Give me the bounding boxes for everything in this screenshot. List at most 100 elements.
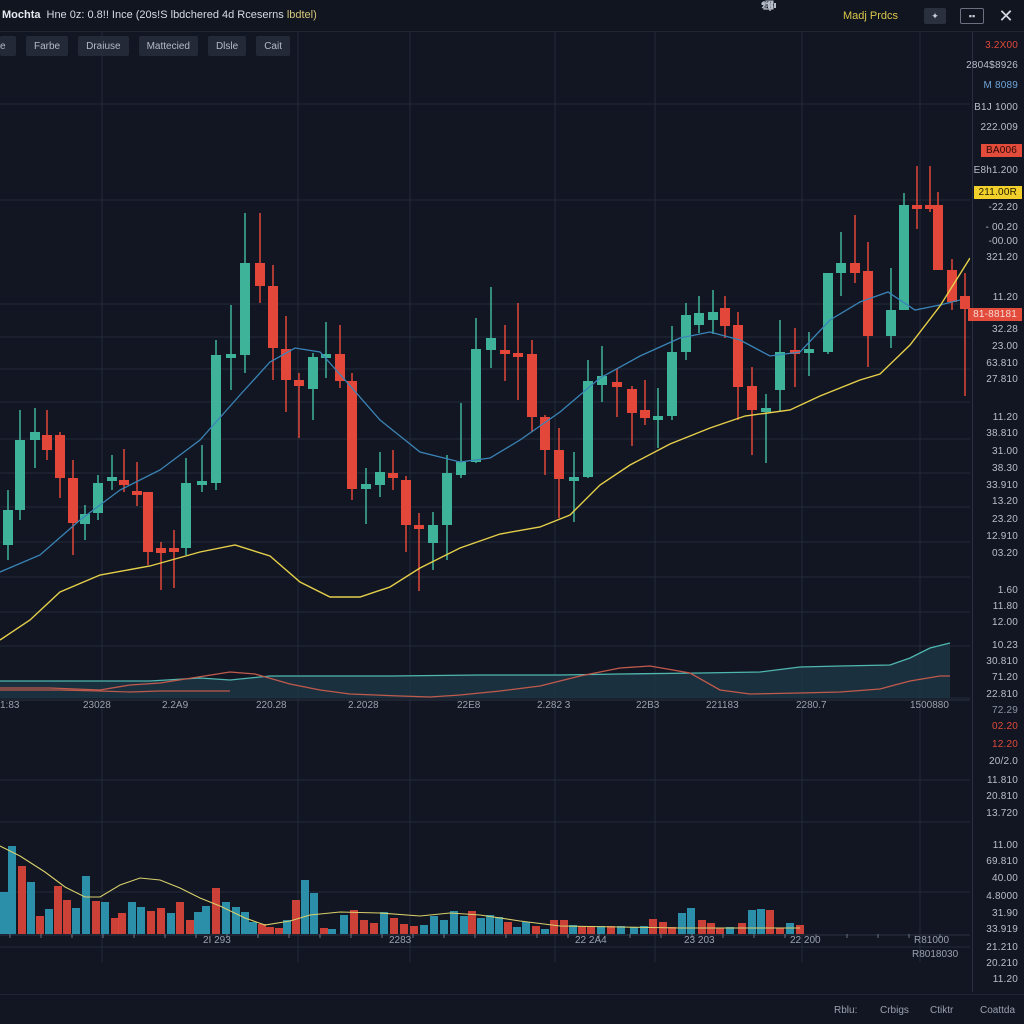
price-label: M 8089 (983, 80, 1018, 91)
candle-body (255, 263, 265, 286)
title-highlight: lbdtel) (286, 9, 317, 21)
price-label: 12.20 (991, 739, 1018, 750)
price-label: -22.20 (988, 202, 1018, 213)
time-label: 2.282 3 (537, 700, 571, 711)
candle-body (119, 480, 129, 485)
time-label: 220.28 (256, 700, 287, 711)
toolbar-button-0[interactable]: e (0, 36, 16, 56)
candle-body (294, 380, 304, 386)
price-label: 20.810 (986, 791, 1018, 802)
price-label: 30.810 (986, 656, 1018, 667)
volume-bar (757, 909, 765, 934)
volume-bar (649, 919, 657, 934)
status-item[interactable]: Coattda (980, 1005, 1016, 1016)
status-item[interactable]: Crbigs (880, 1005, 909, 1016)
candle-body (775, 352, 785, 390)
candle-body (912, 205, 922, 209)
layout-button[interactable]: ▪▪ (960, 8, 984, 24)
candle-body (899, 205, 909, 310)
volume-bar (420, 925, 428, 934)
toolbar-button-cait[interactable]: Cait (256, 36, 290, 56)
volume-bar (698, 920, 706, 934)
volume-bar (440, 920, 448, 934)
time-label: 2I 293 (203, 935, 231, 946)
candle-body (55, 435, 65, 478)
price-label: 27.810 (986, 374, 1018, 385)
price-label: 72.29 (991, 705, 1018, 716)
candle-body (15, 440, 25, 510)
time-label: 2.2A9 (162, 700, 189, 711)
candle-body (486, 338, 496, 350)
volume-bar (18, 866, 26, 934)
price-label: -00.00 (988, 236, 1018, 247)
candle-body (694, 313, 704, 325)
status-item[interactable]: Rblu: (834, 1005, 858, 1016)
chart-canvas[interactable] (0, 32, 970, 992)
time-label: R81000 (914, 935, 950, 946)
volume-bar (587, 926, 595, 934)
volume-bar (776, 928, 784, 934)
candle-body (442, 473, 452, 525)
candle-body (169, 548, 179, 552)
volume-bar (430, 916, 438, 934)
candle-body (681, 315, 691, 352)
candle-body (627, 389, 637, 413)
toolbar-button-draiuse[interactable]: Draiuse (78, 36, 129, 56)
window-title: Mochta Hne 0z: 0.8!! Ince (20s!S lbdchere… (2, 9, 317, 21)
candle-body (268, 286, 278, 348)
price-axis[interactable]: 3.2X00 2804$8926 M 8089 B1J 1000 222.009 BA00… (966, 32, 1024, 992)
ma-slow-line (0, 257, 970, 641)
price-label: 20.210 (986, 958, 1018, 969)
volume-bar (232, 907, 240, 934)
candle-body (960, 296, 970, 309)
status-bar: Rblu: Crbigs Ctiktr Coattda (0, 994, 1024, 1024)
volume-bar (486, 915, 494, 934)
volume-bar (495, 917, 503, 934)
price-label: 03.20 (991, 548, 1018, 559)
volume-bar (72, 908, 80, 934)
toolbar-button-dlsle[interactable]: Dlsle (207, 36, 247, 56)
volume-bar (320, 928, 328, 934)
time-label: 22 2A4 (575, 935, 607, 946)
volume-bar (597, 926, 605, 934)
close-button[interactable]: ✕ (998, 5, 1014, 26)
volume-bar (0, 892, 8, 934)
candle-body (747, 386, 757, 410)
status-item[interactable]: Ctiktr (930, 1005, 954, 1016)
time-label: 22 200 (790, 935, 821, 946)
candle-body (240, 263, 250, 355)
time-label: 1500880 (910, 700, 949, 711)
volume-bar (607, 926, 615, 934)
candlestick-chart[interactable] (0, 32, 970, 992)
price-label: 222.009 (980, 122, 1018, 133)
volume-bar (460, 916, 468, 934)
volume-ma-line (0, 845, 800, 929)
volume-bar (292, 900, 300, 934)
volume-bar (92, 901, 100, 934)
time-label: 2283 (389, 935, 412, 946)
toolbar-button-farbe[interactable]: Farbe (26, 36, 69, 56)
price-label: 02.20 (991, 721, 1018, 732)
grid-icon[interactable] (761, 0, 813, 26)
volume-bar (176, 902, 184, 934)
volume-bar (147, 911, 155, 934)
candle-body (132, 491, 142, 495)
time-label: R8018030 (912, 949, 959, 960)
time-label: 22E8 (457, 700, 481, 711)
candle-body (3, 510, 13, 545)
volume-bar (468, 911, 476, 934)
settings-button[interactable]: ✦ (924, 8, 946, 24)
volume-bar (640, 926, 648, 934)
price-label: 38.30 (991, 463, 1018, 474)
candle-body (211, 355, 221, 483)
volume-bar (550, 920, 558, 934)
volume-bar (560, 920, 568, 934)
indicator-menu-button[interactable]: Madj Prdcs (842, 10, 898, 22)
toolbar-button-mattecied[interactable]: Mattecied (138, 36, 198, 56)
candle-body (321, 354, 331, 358)
volume-bar (328, 929, 336, 934)
volume-bar (63, 900, 71, 934)
indicator-area (0, 643, 950, 698)
compare-icon[interactable] (761, 1, 839, 26)
candle-body (93, 483, 103, 513)
